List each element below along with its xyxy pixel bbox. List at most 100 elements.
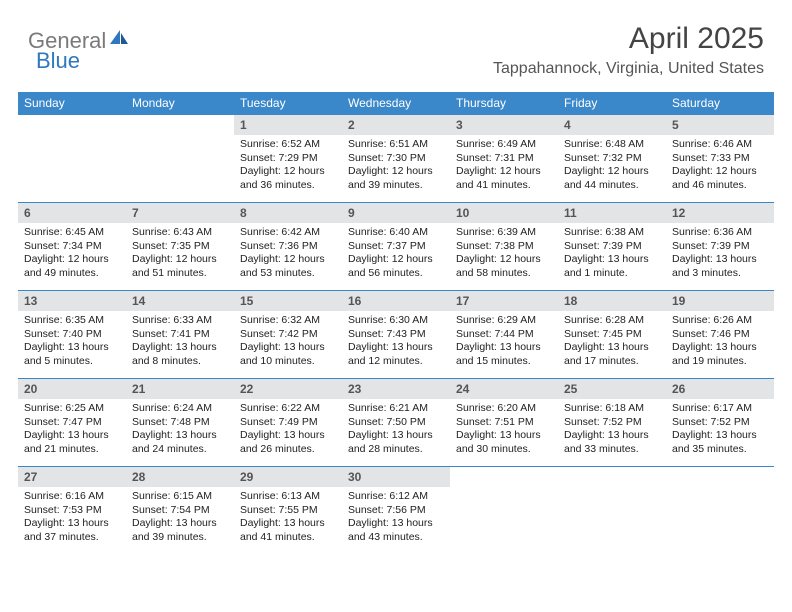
daylight-text: Daylight: 12 hours and 58 minutes. bbox=[456, 253, 552, 280]
daylight-text: Daylight: 13 hours and 30 minutes. bbox=[456, 429, 552, 456]
day-details: Sunrise: 6:16 AMSunset: 7:53 PMDaylight:… bbox=[18, 487, 126, 551]
day-details: Sunrise: 6:30 AMSunset: 7:43 PMDaylight:… bbox=[342, 311, 450, 375]
daylight-text: Daylight: 13 hours and 3 minutes. bbox=[672, 253, 768, 280]
calendar-row: 6Sunrise: 6:45 AMSunset: 7:34 PMDaylight… bbox=[18, 203, 774, 291]
calendar-cell: 17Sunrise: 6:29 AMSunset: 7:44 PMDayligh… bbox=[450, 291, 558, 379]
calendar-cell: 3Sunrise: 6:49 AMSunset: 7:31 PMDaylight… bbox=[450, 115, 558, 203]
sunrise-text: Sunrise: 6:52 AM bbox=[240, 138, 336, 152]
daylight-text: Daylight: 13 hours and 21 minutes. bbox=[24, 429, 120, 456]
sunrise-text: Sunrise: 6:25 AM bbox=[24, 402, 120, 416]
daylight-text: Daylight: 12 hours and 39 minutes. bbox=[348, 165, 444, 192]
daylight-text: Daylight: 13 hours and 24 minutes. bbox=[132, 429, 228, 456]
sunrise-text: Sunrise: 6:13 AM bbox=[240, 490, 336, 504]
calendar-cell-empty bbox=[18, 115, 126, 203]
calendar-cell: 29Sunrise: 6:13 AMSunset: 7:55 PMDayligh… bbox=[234, 467, 342, 555]
sunrise-text: Sunrise: 6:30 AM bbox=[348, 314, 444, 328]
sunset-text: Sunset: 7:37 PM bbox=[348, 240, 444, 254]
daylight-text: Daylight: 13 hours and 15 minutes. bbox=[456, 341, 552, 368]
day-number: 5 bbox=[666, 115, 774, 135]
sunrise-text: Sunrise: 6:46 AM bbox=[672, 138, 768, 152]
daylight-text: Daylight: 13 hours and 10 minutes. bbox=[240, 341, 336, 368]
daylight-text: Daylight: 12 hours and 41 minutes. bbox=[456, 165, 552, 192]
day-number: 30 bbox=[342, 467, 450, 487]
sunrise-text: Sunrise: 6:33 AM bbox=[132, 314, 228, 328]
day-details: Sunrise: 6:38 AMSunset: 7:39 PMDaylight:… bbox=[558, 223, 666, 287]
daylight-text: Daylight: 12 hours and 56 minutes. bbox=[348, 253, 444, 280]
calendar-cell: 6Sunrise: 6:45 AMSunset: 7:34 PMDaylight… bbox=[18, 203, 126, 291]
daylight-text: Daylight: 13 hours and 39 minutes. bbox=[132, 517, 228, 544]
day-number: 28 bbox=[126, 467, 234, 487]
day-number: 9 bbox=[342, 203, 450, 223]
day-number: 3 bbox=[450, 115, 558, 135]
day-details: Sunrise: 6:13 AMSunset: 7:55 PMDaylight:… bbox=[234, 487, 342, 551]
sunset-text: Sunset: 7:47 PM bbox=[24, 416, 120, 430]
calendar-cell: 26Sunrise: 6:17 AMSunset: 7:52 PMDayligh… bbox=[666, 379, 774, 467]
sunset-text: Sunset: 7:44 PM bbox=[456, 328, 552, 342]
daylight-text: Daylight: 12 hours and 49 minutes. bbox=[24, 253, 120, 280]
daylight-text: Daylight: 13 hours and 17 minutes. bbox=[564, 341, 660, 368]
calendar-cell: 30Sunrise: 6:12 AMSunset: 7:56 PMDayligh… bbox=[342, 467, 450, 555]
calendar-cell: 21Sunrise: 6:24 AMSunset: 7:48 PMDayligh… bbox=[126, 379, 234, 467]
daylight-text: Daylight: 13 hours and 19 minutes. bbox=[672, 341, 768, 368]
calendar-cell: 16Sunrise: 6:30 AMSunset: 7:43 PMDayligh… bbox=[342, 291, 450, 379]
daylight-text: Daylight: 12 hours and 46 minutes. bbox=[672, 165, 768, 192]
sunset-text: Sunset: 7:29 PM bbox=[240, 152, 336, 166]
sunset-text: Sunset: 7:51 PM bbox=[456, 416, 552, 430]
day-number: 20 bbox=[18, 379, 126, 399]
day-details: Sunrise: 6:42 AMSunset: 7:36 PMDaylight:… bbox=[234, 223, 342, 287]
day-header: Friday bbox=[558, 92, 666, 115]
day-number: 13 bbox=[18, 291, 126, 311]
daylight-text: Daylight: 13 hours and 33 minutes. bbox=[564, 429, 660, 456]
sunset-text: Sunset: 7:56 PM bbox=[348, 504, 444, 518]
sunset-text: Sunset: 7:39 PM bbox=[564, 240, 660, 254]
day-number: 19 bbox=[666, 291, 774, 311]
calendar-cell: 18Sunrise: 6:28 AMSunset: 7:45 PMDayligh… bbox=[558, 291, 666, 379]
day-number: 21 bbox=[126, 379, 234, 399]
sunrise-text: Sunrise: 6:20 AM bbox=[456, 402, 552, 416]
day-details: Sunrise: 6:29 AMSunset: 7:44 PMDaylight:… bbox=[450, 311, 558, 375]
day-number: 29 bbox=[234, 467, 342, 487]
sunrise-text: Sunrise: 6:48 AM bbox=[564, 138, 660, 152]
sunset-text: Sunset: 7:43 PM bbox=[348, 328, 444, 342]
sunset-text: Sunset: 7:55 PM bbox=[240, 504, 336, 518]
day-details: Sunrise: 6:40 AMSunset: 7:37 PMDaylight:… bbox=[342, 223, 450, 287]
calendar-cell: 22Sunrise: 6:22 AMSunset: 7:49 PMDayligh… bbox=[234, 379, 342, 467]
calendar-row: 20Sunrise: 6:25 AMSunset: 7:47 PMDayligh… bbox=[18, 379, 774, 467]
day-number: 23 bbox=[342, 379, 450, 399]
calendar-cell: 15Sunrise: 6:32 AMSunset: 7:42 PMDayligh… bbox=[234, 291, 342, 379]
calendar-cell: 28Sunrise: 6:15 AMSunset: 7:54 PMDayligh… bbox=[126, 467, 234, 555]
day-details: Sunrise: 6:18 AMSunset: 7:52 PMDaylight:… bbox=[558, 399, 666, 463]
sunset-text: Sunset: 7:39 PM bbox=[672, 240, 768, 254]
daylight-text: Daylight: 13 hours and 8 minutes. bbox=[132, 341, 228, 368]
sunset-text: Sunset: 7:33 PM bbox=[672, 152, 768, 166]
sunset-text: Sunset: 7:49 PM bbox=[240, 416, 336, 430]
day-details: Sunrise: 6:46 AMSunset: 7:33 PMDaylight:… bbox=[666, 135, 774, 199]
calendar-cell: 8Sunrise: 6:42 AMSunset: 7:36 PMDaylight… bbox=[234, 203, 342, 291]
day-details: Sunrise: 6:45 AMSunset: 7:34 PMDaylight:… bbox=[18, 223, 126, 287]
day-details: Sunrise: 6:36 AMSunset: 7:39 PMDaylight:… bbox=[666, 223, 774, 287]
calendar-cell: 4Sunrise: 6:48 AMSunset: 7:32 PMDaylight… bbox=[558, 115, 666, 203]
sunrise-text: Sunrise: 6:18 AM bbox=[564, 402, 660, 416]
day-details: Sunrise: 6:48 AMSunset: 7:32 PMDaylight:… bbox=[558, 135, 666, 199]
day-number: 15 bbox=[234, 291, 342, 311]
day-details: Sunrise: 6:20 AMSunset: 7:51 PMDaylight:… bbox=[450, 399, 558, 463]
calendar-cell: 5Sunrise: 6:46 AMSunset: 7:33 PMDaylight… bbox=[666, 115, 774, 203]
calendar-cell: 9Sunrise: 6:40 AMSunset: 7:37 PMDaylight… bbox=[342, 203, 450, 291]
day-number: 2 bbox=[342, 115, 450, 135]
sunrise-text: Sunrise: 6:26 AM bbox=[672, 314, 768, 328]
day-details: Sunrise: 6:35 AMSunset: 7:40 PMDaylight:… bbox=[18, 311, 126, 375]
sunrise-text: Sunrise: 6:29 AM bbox=[456, 314, 552, 328]
sunset-text: Sunset: 7:34 PM bbox=[24, 240, 120, 254]
day-details: Sunrise: 6:49 AMSunset: 7:31 PMDaylight:… bbox=[450, 135, 558, 199]
sunrise-text: Sunrise: 6:22 AM bbox=[240, 402, 336, 416]
day-number: 10 bbox=[450, 203, 558, 223]
sunrise-text: Sunrise: 6:35 AM bbox=[24, 314, 120, 328]
calendar-cell: 2Sunrise: 6:51 AMSunset: 7:30 PMDaylight… bbox=[342, 115, 450, 203]
calendar-cell-empty bbox=[126, 115, 234, 203]
day-details: Sunrise: 6:52 AMSunset: 7:29 PMDaylight:… bbox=[234, 135, 342, 199]
calendar-cell: 14Sunrise: 6:33 AMSunset: 7:41 PMDayligh… bbox=[126, 291, 234, 379]
sunrise-text: Sunrise: 6:15 AM bbox=[132, 490, 228, 504]
calendar-cell-empty bbox=[666, 467, 774, 555]
day-number: 26 bbox=[666, 379, 774, 399]
sunrise-text: Sunrise: 6:28 AM bbox=[564, 314, 660, 328]
